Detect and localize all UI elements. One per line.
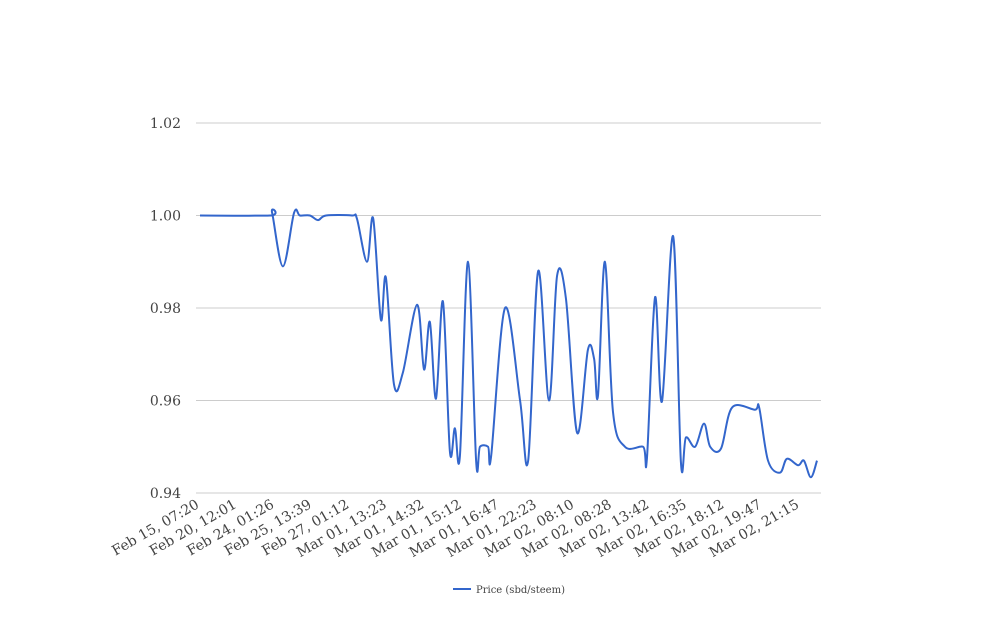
series-group [199,208,818,479]
series-line-price [199,208,818,479]
y-axis-ticks: 0.94 0.96 0.98 1.00 1.02 [150,116,181,502]
legend[interactable]: Price (sbd/steem) [453,585,565,596]
legend-label: Price (sbd/steem) [476,585,565,596]
y-tick-label: 0.94 [150,486,181,502]
y-tick-label: 1.02 [150,116,181,132]
y-tick-label: 0.98 [150,301,181,317]
y-tick-label: 1.00 [150,209,181,225]
gridlines [196,122,821,494]
y-tick-label: 0.96 [150,394,181,410]
